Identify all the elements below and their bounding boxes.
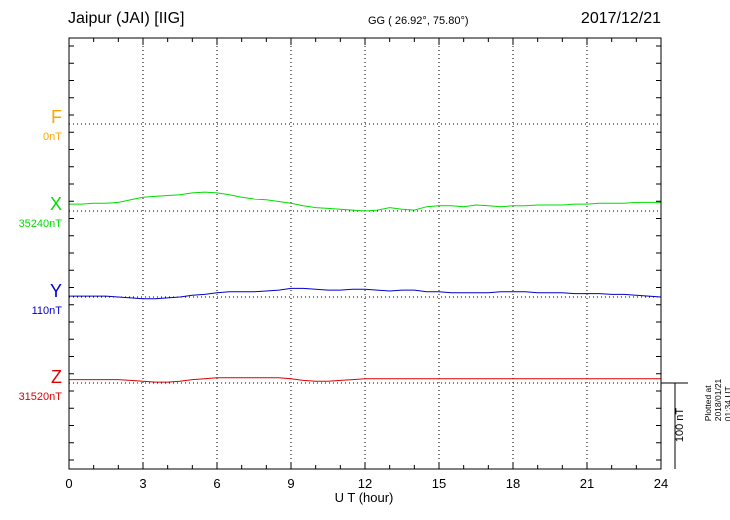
- plotted-timestamp: Plotted at 2018/01/21 01:34 UT: [703, 378, 730, 422]
- series-lines: [69, 191, 662, 383]
- station-title: Jaipur (JAI) [IIG]: [68, 10, 185, 27]
- channel-label-x: X: [49, 194, 62, 214]
- axes: [68, 37, 688, 470]
- channel-label-y: Y: [49, 281, 62, 301]
- x-tick-label: 12: [357, 476, 373, 491]
- x-tick-label: 18: [505, 476, 521, 491]
- scale-bar-label: 100 nT: [674, 407, 686, 443]
- channel-base-y: 110nT: [31, 305, 62, 317]
- x-tick-label: 24: [653, 476, 669, 491]
- channel-label-f: F: [51, 107, 62, 127]
- x-axis-title: U T (hour): [334, 490, 394, 505]
- x-tick-label: 21: [579, 476, 595, 491]
- x-tick-label: 6: [213, 476, 221, 491]
- channel-base-x: 35240nT: [18, 218, 62, 230]
- channel-base-f: 0nT: [43, 131, 62, 143]
- channel-label-z: Z: [51, 367, 62, 387]
- series-line-y: [69, 287, 662, 300]
- channel-base-z: 31520nT: [18, 391, 62, 403]
- plot-date: 2017/12/21: [580, 10, 661, 27]
- geographic-coords: GG ( 26.92°, 75.80°): [368, 15, 469, 27]
- x-tick-label: 9: [287, 476, 295, 491]
- grid-lines: [69, 38, 661, 469]
- x-tick-label: 0: [65, 476, 73, 491]
- series-line-z: [69, 377, 661, 383]
- x-tick-label: 3: [139, 476, 147, 491]
- series-line-x: [69, 191, 661, 212]
- x-tick-label: 15: [431, 476, 447, 491]
